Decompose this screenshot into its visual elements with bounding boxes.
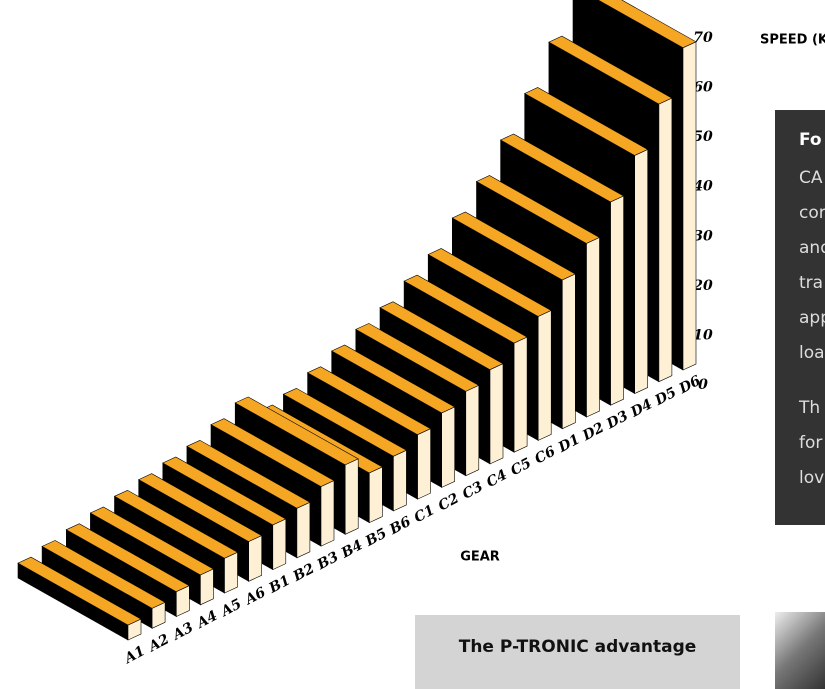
panel-line: for bbox=[799, 433, 823, 453]
x-tick-label: C6 bbox=[532, 443, 558, 467]
y-tick-label: 50 bbox=[693, 129, 713, 145]
x-tick-label: A3 bbox=[169, 620, 197, 645]
bar-side bbox=[151, 601, 166, 629]
x-tick-label: B4 bbox=[338, 537, 365, 562]
panel-line: loa bbox=[799, 343, 825, 363]
x-tick-label: B2 bbox=[290, 561, 318, 586]
promo-box[interactable]: The P-TRONIC advantage bbox=[415, 615, 740, 689]
x-tick-label: C2 bbox=[436, 490, 462, 514]
bar-side bbox=[368, 466, 383, 524]
y-axis-title: SPEED (KPH) bbox=[760, 33, 825, 48]
panel-line: tra bbox=[799, 273, 824, 293]
y-tick-label: 60 bbox=[693, 80, 713, 96]
x-tick-label: B5 bbox=[362, 525, 389, 550]
panel-line: CA bbox=[799, 168, 823, 188]
x-tick-label: D5 bbox=[652, 385, 680, 410]
bar-side bbox=[224, 551, 238, 594]
panel-line: lov bbox=[799, 468, 825, 488]
x-tick-label: C1 bbox=[412, 502, 438, 526]
x-tick-label: B6 bbox=[386, 514, 414, 539]
y-tick-label: 0 bbox=[698, 377, 708, 393]
x-tick-label: D1 bbox=[555, 431, 583, 456]
x-tick-label: D2 bbox=[579, 420, 607, 445]
bar-side bbox=[682, 41, 697, 371]
y-tick-label: 40 bbox=[693, 179, 713, 195]
bar-side bbox=[417, 428, 431, 500]
bar-side bbox=[176, 585, 190, 617]
panel-line: cor bbox=[799, 203, 825, 223]
bar-side bbox=[127, 618, 142, 641]
bar-side bbox=[658, 97, 673, 383]
bar-side bbox=[344, 458, 359, 535]
panel-line: Th bbox=[799, 398, 821, 418]
x-tick-label: C3 bbox=[460, 479, 486, 503]
x-axis-title: GEAR bbox=[460, 550, 500, 565]
bar bbox=[17, 556, 142, 641]
x-tick-label: B3 bbox=[314, 549, 342, 574]
x-tick-label: D3 bbox=[603, 408, 631, 433]
bar-side bbox=[272, 518, 287, 571]
x-tick-label: A6 bbox=[241, 584, 269, 609]
bar-side bbox=[320, 480, 335, 547]
bar-side bbox=[610, 195, 624, 406]
panel-line: and bbox=[799, 238, 825, 258]
bar-side bbox=[393, 449, 407, 512]
bar-side bbox=[465, 384, 480, 477]
x-tick-label: A5 bbox=[217, 596, 244, 621]
bar-side bbox=[561, 273, 576, 430]
bar-side bbox=[489, 363, 504, 465]
bar-side bbox=[296, 501, 311, 559]
x-tick-label: B1 bbox=[266, 572, 293, 597]
bar-side bbox=[248, 535, 263, 582]
y-tick-label: 10 bbox=[693, 327, 713, 343]
photo bbox=[775, 612, 825, 689]
x-tick-label: A4 bbox=[193, 608, 220, 633]
x-tick-label: D4 bbox=[627, 396, 655, 421]
side-panel: Fo CA cor and tra app loa Th for lov bbox=[775, 110, 825, 525]
x-tick-label: C5 bbox=[508, 455, 534, 479]
y-tick-label: 20 bbox=[692, 278, 713, 294]
promo-title[interactable]: The P-TRONIC advantage bbox=[458, 637, 697, 657]
x-tick-label: A1 bbox=[120, 643, 147, 668]
bar-side bbox=[537, 310, 552, 441]
bar-side bbox=[441, 406, 456, 488]
panel-line: app bbox=[799, 308, 825, 328]
x-tick-label: A2 bbox=[145, 631, 173, 656]
x-tick-label: C4 bbox=[484, 467, 510, 491]
bar-side bbox=[634, 149, 649, 394]
bar-side bbox=[513, 336, 528, 453]
bar-side bbox=[200, 568, 214, 606]
y-tick-label: 70 bbox=[693, 30, 713, 46]
bar-side bbox=[586, 237, 600, 418]
panel-heading: Fo bbox=[799, 130, 822, 150]
y-tick-label: 30 bbox=[693, 228, 713, 244]
